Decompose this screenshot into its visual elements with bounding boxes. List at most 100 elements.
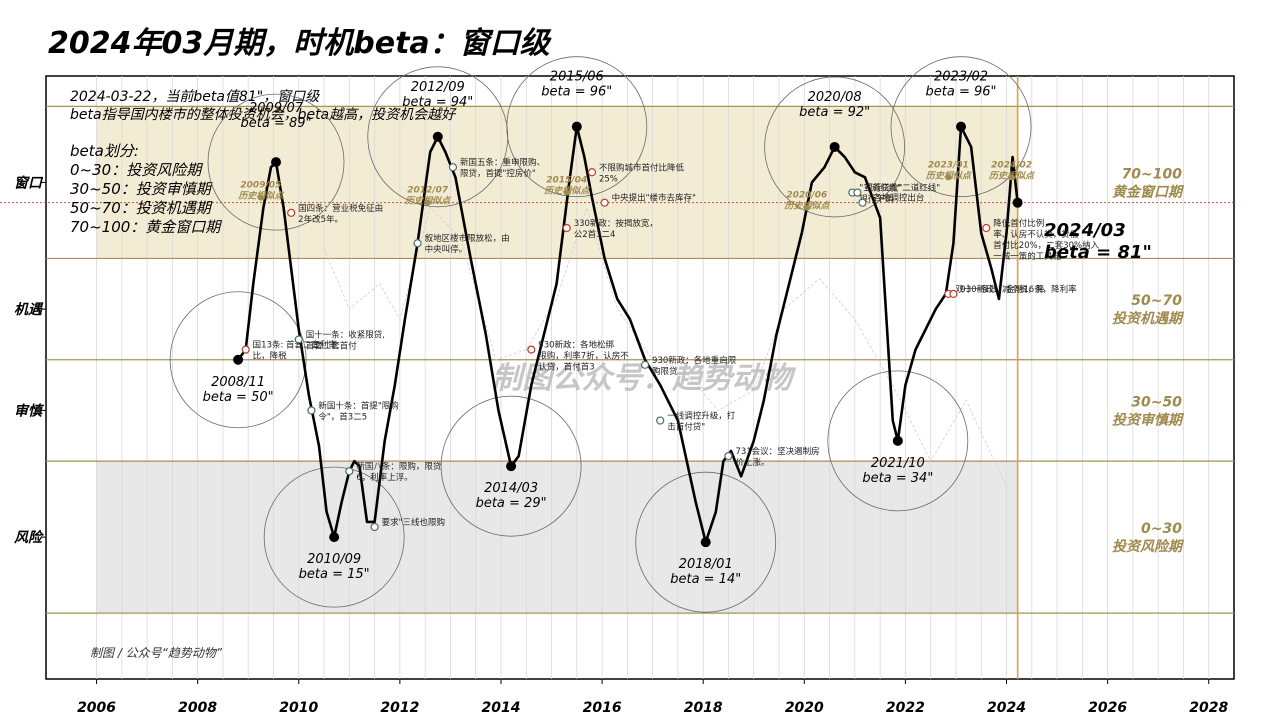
policy-event-text: 731会议：坚决遏制房 xyxy=(735,446,819,457)
extrema-point xyxy=(956,121,967,132)
similar-point-date: 2012/07 xyxy=(407,186,449,196)
x-tick-label: 2010 xyxy=(279,700,318,716)
policy-event-text: 要求"三线也限购 xyxy=(382,517,445,528)
current-point xyxy=(1012,197,1023,208)
band-range-label: 70~100 xyxy=(1122,166,1183,182)
page-title: 2024年03月期，时机beta：窗口级 xyxy=(48,26,550,61)
similar-point-marker xyxy=(257,194,264,201)
similar-point-sub: 历史相似点 xyxy=(404,196,452,207)
x-tick-label: 2026 xyxy=(1088,700,1127,716)
policy-event-text: 一线调控升级，打 xyxy=(667,411,736,422)
extrema-circle-1 xyxy=(207,93,345,231)
x-tick-label: 2018 xyxy=(684,700,723,716)
credit-text: 制图 / 公众号“趋势动物” xyxy=(90,646,223,660)
similar-point-sub: 历史相似点 xyxy=(988,170,1036,181)
policy-event-text: 首付比20%，二套30%纳入 xyxy=(993,240,1099,251)
info-line-5: 0~30：投资风险期 xyxy=(70,161,203,179)
similar-point-sub: 历史相似点 xyxy=(783,201,831,212)
policy-event-marker xyxy=(562,223,571,233)
similar-point-sub: 历史相似点 xyxy=(543,186,591,197)
policy-event-text: 不限购城市首付比降低 xyxy=(599,162,685,173)
policy-event-text: 中央叫停。 xyxy=(425,244,468,255)
policy-event-marker xyxy=(853,188,862,197)
extrema-date-label: 2014/03 xyxy=(484,481,538,496)
similar-point-sub: 历史相似点 xyxy=(925,170,973,181)
policy-event-text: 公2首3二4 xyxy=(574,229,616,240)
y-tick-label: 机遇 xyxy=(14,301,44,318)
extrema-point xyxy=(700,537,711,548)
info-line-1: 2024-03-22，当前beta值81"，窗口级 xyxy=(70,89,320,105)
policy-event-marker xyxy=(656,416,665,425)
info-line-8: 70~100：黄金窗口期 xyxy=(70,218,222,236)
similar-point-marker xyxy=(424,199,431,206)
beta-series-line xyxy=(237,125,1019,544)
policy-event-text: 330新政：按揭放宽， xyxy=(574,218,658,229)
policy-event-text: 价上涨。 xyxy=(735,457,769,468)
extrema-beta-label: beta = 29" xyxy=(476,496,547,511)
extrema-circle-9 xyxy=(890,56,1032,198)
info-line-6: 30~50：投资审慎期 xyxy=(70,180,213,198)
extrema-date-label: 2020/08 xyxy=(808,90,862,105)
policy-event-marker xyxy=(949,289,958,298)
policy-event-text: 令"，首3二5 xyxy=(318,411,367,422)
policy-event-marker xyxy=(241,345,250,354)
band-name-label: 黄金窗口期 xyxy=(1112,183,1185,200)
policy-event-text: 击首付贷" xyxy=(667,422,705,433)
policy-event-marker xyxy=(370,522,379,532)
policy-event-text: 国四条：营业税免征由 xyxy=(298,203,383,214)
extrema-beta-label: beta = 34" xyxy=(862,471,933,486)
x-tick-label: 2006 xyxy=(77,700,116,716)
band-0 xyxy=(96,106,1018,259)
policy-event-text: "各地调控出台 xyxy=(869,193,924,204)
current-beta-label: beta = 81" xyxy=(1044,242,1152,263)
extrema-point xyxy=(432,131,443,142)
y-tick-label: 审慎 xyxy=(14,402,45,419)
extrema-point xyxy=(506,461,517,472)
policy-event-marker xyxy=(448,163,458,172)
info-line-4: beta划分: xyxy=(70,142,139,160)
extrema-date-label: 2008/11 xyxy=(211,375,265,390)
extrema-circle-2 xyxy=(263,466,405,608)
similar-point-date: 2020/06 xyxy=(786,191,827,201)
x-tick-label: 2012 xyxy=(380,700,419,716)
extrema-beta-label: beta = 89" xyxy=(241,116,312,131)
similar-point-marker xyxy=(945,174,952,181)
extrema-point xyxy=(892,435,903,446)
extrema-date-label: 2023/02 xyxy=(934,70,988,85)
policy-event-text: 比，降税 xyxy=(253,351,288,362)
similar-point-marker xyxy=(563,189,570,196)
extrema-point xyxy=(233,354,244,365)
extrema-point xyxy=(271,157,282,168)
extrema-date-label: 2021/10 xyxy=(871,456,925,471)
extrema-point xyxy=(829,141,840,152)
policy-event-text: 2年改5年。 xyxy=(298,214,343,225)
similar-point-date: 2015/04 xyxy=(546,176,587,186)
extrema-circle-8 xyxy=(827,370,969,512)
x-tick-label: 2008 xyxy=(178,700,217,716)
extrema-beta-label: beta = 50" xyxy=(203,390,274,405)
policy-event-marker xyxy=(640,360,650,369)
similar-point-sub: 历史相似点 xyxy=(237,191,285,202)
band-2 xyxy=(96,359,1018,462)
policy-event-text: 中央提出"楼市去库存" xyxy=(612,193,696,204)
policy-event-text: 认贷，首付首3 xyxy=(538,362,594,373)
x-tick-label: 2020 xyxy=(785,700,824,716)
policy-event-marker xyxy=(600,198,609,207)
extrema-date-label: 2009/07 xyxy=(249,101,304,116)
policy-event-text: "三道红线" xyxy=(859,183,901,194)
info-line-7: 50~70：投资机遇期 xyxy=(70,199,213,217)
extrema-point xyxy=(571,121,582,132)
extrema-circle-4 xyxy=(440,395,582,537)
policy-event-marker xyxy=(287,208,296,217)
policy-event-text: 新国十条：首提"限购 xyxy=(318,400,398,411)
policy-event-text: 限购，利率7折，认房不 xyxy=(538,351,629,362)
extrema-beta-label: beta = 14" xyxy=(670,572,741,587)
info-line-2: beta指导国内楼市的整体投资机会，beta越高，投资机会越好 xyxy=(70,107,457,123)
band-name-label: 投资风险期 xyxy=(1112,538,1185,555)
similar-point-date: 2023/01 xyxy=(928,160,969,170)
extrema-beta-label: beta = 92" xyxy=(799,105,870,120)
policy-event-text: 930新政：减个税，降 xyxy=(960,284,1045,295)
policy-event-text: 降低首付比例， xyxy=(993,218,1053,229)
policy-event-text: 购限贷 xyxy=(652,366,678,377)
